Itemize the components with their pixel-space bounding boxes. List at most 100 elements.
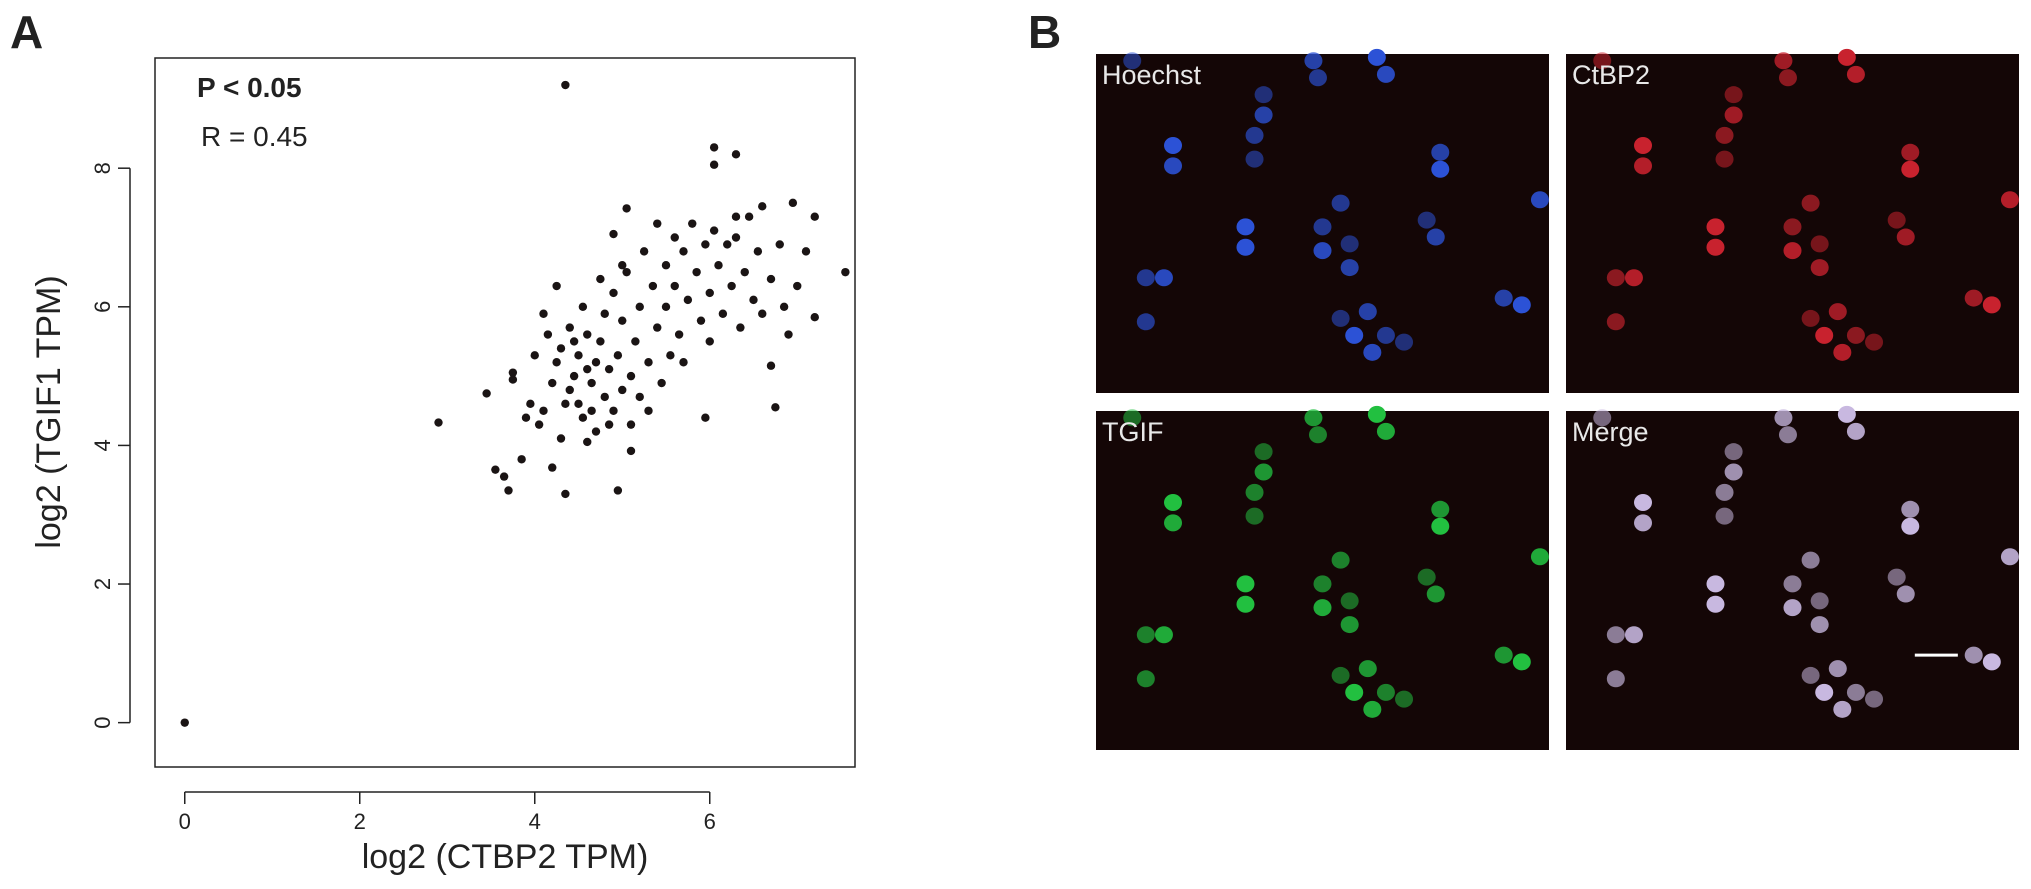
cell (1964, 646, 1983, 664)
point (504, 486, 513, 495)
y-tick-label: 8 (90, 162, 115, 174)
cell (1367, 405, 1386, 423)
cell (1236, 238, 1255, 256)
point (552, 281, 561, 291)
point (561, 399, 570, 409)
cell (1774, 52, 1793, 70)
point (709, 226, 719, 235)
point (771, 403, 780, 412)
cell (1634, 514, 1653, 532)
cell (1724, 106, 1743, 124)
cell (1828, 660, 1847, 678)
point (556, 344, 566, 353)
point (517, 455, 526, 464)
point (552, 358, 561, 367)
cell (1715, 150, 1734, 168)
cell (1964, 289, 1983, 307)
point (696, 316, 706, 325)
image-label: Merge (1572, 417, 1649, 447)
cell (1304, 52, 1323, 70)
cell (1245, 150, 1264, 168)
cell (1308, 69, 1327, 87)
point (648, 281, 658, 291)
cell (1417, 568, 1436, 586)
cell (1254, 443, 1273, 461)
point (744, 212, 754, 221)
point (810, 212, 819, 221)
point (491, 465, 500, 474)
point (749, 295, 758, 305)
cell (1363, 700, 1382, 718)
cell (1624, 269, 1643, 287)
cell (1865, 333, 1884, 351)
point (600, 392, 609, 402)
cell (1123, 52, 1142, 70)
point (618, 385, 627, 395)
point (482, 389, 491, 398)
cell (1313, 242, 1332, 260)
point (723, 240, 732, 249)
point (565, 385, 574, 395)
x-tick-label: 6 (704, 809, 716, 834)
cell (1363, 343, 1382, 361)
point (635, 392, 644, 402)
point (534, 420, 544, 429)
y-tick-label: 6 (90, 301, 115, 313)
cell (1846, 683, 1865, 701)
panel-label: B (1028, 6, 1061, 58)
image-label: Hoechst (1102, 60, 1202, 90)
point (644, 406, 653, 415)
point (674, 330, 684, 339)
point (587, 406, 596, 415)
point (539, 309, 548, 318)
cell (1331, 666, 1350, 684)
cell (1783, 575, 1802, 593)
point (609, 288, 618, 298)
cell (1778, 426, 1797, 444)
y-tick-label: 0 (90, 717, 115, 729)
cell (1833, 700, 1852, 718)
point (609, 229, 618, 239)
point (596, 337, 605, 346)
cell (1136, 269, 1155, 287)
cell (1778, 69, 1797, 87)
point (508, 368, 518, 377)
cell (1376, 326, 1395, 344)
cell (1308, 426, 1327, 444)
point (569, 337, 579, 346)
cell (1833, 343, 1852, 361)
point (587, 378, 596, 388)
point (758, 309, 767, 318)
point (618, 316, 627, 325)
cell (1164, 157, 1183, 175)
point (626, 446, 636, 456)
point (736, 323, 745, 332)
cell (1331, 194, 1350, 212)
cell (1706, 595, 1725, 613)
cell (1706, 575, 1725, 593)
point (661, 302, 671, 312)
point (714, 261, 723, 270)
point (727, 281, 736, 291)
cell (1706, 218, 1725, 236)
point (709, 143, 719, 152)
cell (1634, 494, 1653, 512)
cell (1245, 507, 1264, 525)
cell (1530, 548, 1549, 566)
cell (1837, 405, 1856, 423)
cell (1810, 616, 1829, 634)
cell (1340, 259, 1359, 277)
cell (1783, 218, 1802, 236)
point (626, 371, 636, 381)
cell (1982, 296, 2001, 314)
point (521, 413, 531, 422)
y-axis-label: log2 (TGIF1 TPM) (30, 275, 68, 548)
point (578, 302, 588, 312)
cell (1783, 599, 1802, 617)
cell (1164, 494, 1183, 512)
cell (1254, 463, 1273, 481)
cell (1345, 683, 1364, 701)
point (583, 364, 592, 374)
point (758, 202, 767, 211)
point (600, 309, 609, 318)
